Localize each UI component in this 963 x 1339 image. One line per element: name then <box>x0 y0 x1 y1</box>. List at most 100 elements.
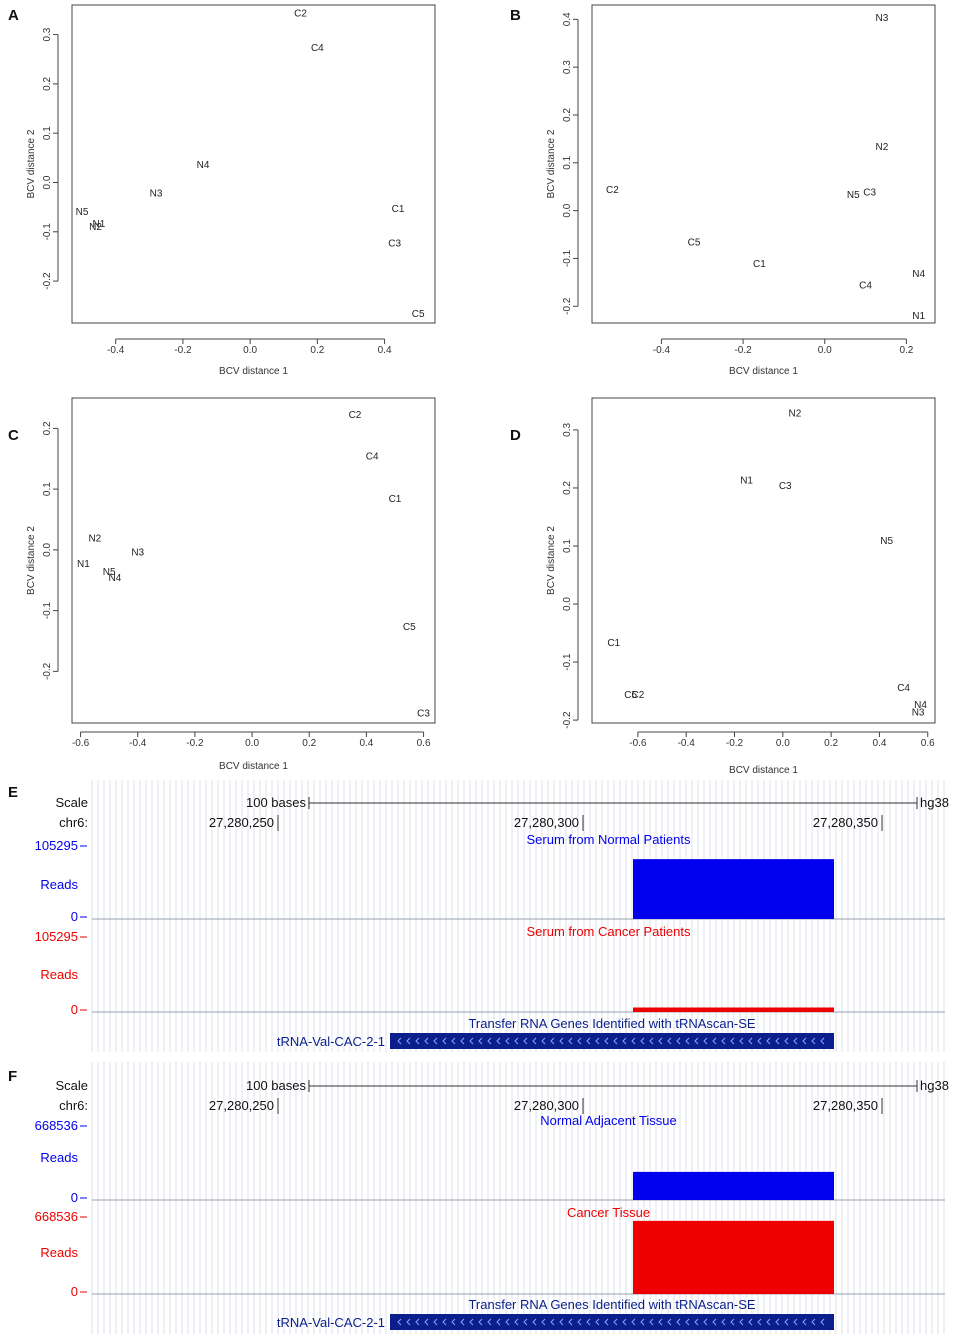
strand-chevron-icon <box>640 1318 645 1326</box>
data-point: N4 <box>197 160 210 171</box>
track-title: Normal Adjacent Tissue <box>540 1113 677 1128</box>
strand-chevron-icon <box>424 1318 429 1326</box>
strand-chevron-icon <box>415 1037 420 1045</box>
strand-chevron-icon <box>541 1037 546 1045</box>
track-ymax-label: 668536 <box>35 1118 78 1133</box>
data-point: N1 <box>740 475 753 486</box>
coordinate-label: 27,280,300 <box>514 1098 579 1113</box>
coordinate-label: 27,280,350 <box>813 815 878 830</box>
x-tick-label: 0.6 <box>921 738 935 749</box>
y-tick-label: 0.0 <box>42 542 53 556</box>
x-axis-label: BCV distance 1 <box>729 366 798 377</box>
x-tick-label: 0.2 <box>302 738 316 749</box>
track-ymin-label: 0 <box>71 1002 78 1017</box>
chrom-label: chr6: <box>59 1098 88 1113</box>
data-point: N2 <box>89 222 102 233</box>
strand-chevron-icon <box>469 1037 474 1045</box>
strand-chevron-icon <box>397 1037 402 1045</box>
strand-chevron-icon <box>451 1318 456 1326</box>
gene-name: tRNA-Val-CAC-2-1 <box>277 1315 385 1330</box>
plot-frame <box>591 397 936 724</box>
strand-chevron-icon <box>478 1037 483 1045</box>
strand-chevron-icon <box>811 1037 816 1045</box>
track-ymax-label: 105295 <box>35 838 78 853</box>
track-ymax-label: 668536 <box>35 1209 78 1224</box>
strand-chevron-icon <box>406 1037 411 1045</box>
strand-chevron-icon <box>748 1318 753 1326</box>
y-tick-label: -0.1 <box>562 249 573 267</box>
strand-chevron-icon <box>487 1318 492 1326</box>
data-point: C3 <box>417 709 430 720</box>
x-tick-label: -0.6 <box>72 738 90 749</box>
y-tick-label: 0.1 <box>562 539 573 553</box>
strand-chevron-icon <box>613 1037 618 1045</box>
coverage-bar <box>633 1220 834 1294</box>
data-point: C3 <box>779 481 792 492</box>
strand-chevron-icon <box>703 1318 708 1326</box>
scale-text: 100 bases <box>246 1078 306 1093</box>
strand-chevron-icon <box>622 1318 627 1326</box>
x-tick-label: 0.2 <box>824 738 838 749</box>
gene-track-title: Transfer RNA Genes Identified with tRNAs… <box>468 1016 755 1031</box>
x-axis-label: BCV distance 1 <box>219 366 288 377</box>
data-point: C5 <box>403 622 416 633</box>
strand-chevron-icon <box>694 1037 699 1045</box>
strand-chevron-icon <box>514 1318 519 1326</box>
data-point: C4 <box>366 452 379 463</box>
scale-label: Scale <box>55 1078 88 1093</box>
x-tick-label: -0.4 <box>653 345 671 356</box>
y-tick-label: -0.2 <box>562 297 573 315</box>
strand-chevron-icon <box>649 1037 654 1045</box>
x-tick-label: 0.0 <box>818 345 832 356</box>
x-tick-label: -0.2 <box>726 738 744 749</box>
strand-chevron-icon <box>415 1318 420 1326</box>
data-point: N5 <box>103 567 116 578</box>
data-point: N3 <box>912 707 925 718</box>
data-point: N4 <box>912 269 925 280</box>
y-tick-label: -0.2 <box>42 662 53 680</box>
x-tick-label: -0.2 <box>186 738 204 749</box>
strand-chevron-icon <box>649 1318 654 1326</box>
x-tick-label: -0.2 <box>174 345 192 356</box>
gene-track-title: Transfer RNA Genes Identified with tRNAs… <box>468 1297 755 1312</box>
x-tick-label: 0.4 <box>359 738 373 749</box>
y-tick-label: 0.2 <box>42 76 53 90</box>
scatter-panel-d: D -0.6 -0.4 -0.2 0.0 0.2 0.4 0.6 BCV distance 1 -… <box>510 397 936 776</box>
data-point: N3 <box>131 548 144 559</box>
track-reads-label: Reads <box>40 1245 78 1260</box>
y-tick-label: 0.0 <box>562 597 573 611</box>
plot-frame <box>71 4 436 324</box>
strand-chevron-icon <box>442 1037 447 1045</box>
coverage-bar <box>633 859 834 919</box>
x-axis-label: BCV distance 1 <box>219 761 288 772</box>
genome-assembly: hg38 <box>920 1078 949 1093</box>
data-point: N2 <box>789 409 802 420</box>
data-point: C4 <box>311 43 324 54</box>
strand-chevron-icon <box>685 1037 690 1045</box>
x-tick-label: 0.0 <box>245 738 259 749</box>
panel-label: A <box>8 7 19 24</box>
data-point: C2 <box>631 690 644 701</box>
data-point: N4 <box>108 573 121 584</box>
strand-chevron-icon <box>442 1318 447 1326</box>
strand-chevron-icon <box>460 1037 465 1045</box>
data-point: N2 <box>88 534 101 545</box>
y-tick-label: -0.2 <box>562 711 573 729</box>
data-point: C2 <box>606 185 619 196</box>
x-tick-label: 0.0 <box>776 738 790 749</box>
data-point: N1 <box>92 219 105 230</box>
x-tick-label: 0.0 <box>243 345 257 356</box>
y-tick-label: 0.2 <box>562 108 573 122</box>
strand-chevron-icon <box>820 1037 825 1045</box>
track-ymin-label: 0 <box>71 909 78 924</box>
y-tick-label: 0.4 <box>562 12 573 26</box>
strand-chevron-icon <box>523 1318 528 1326</box>
strand-chevron-icon <box>433 1318 438 1326</box>
strand-chevron-icon <box>685 1318 690 1326</box>
strand-chevron-icon <box>397 1318 402 1326</box>
strand-chevron-icon <box>577 1037 582 1045</box>
y-tick-label: -0.2 <box>42 272 53 290</box>
strand-chevron-icon <box>568 1037 573 1045</box>
data-point: C1 <box>389 494 402 505</box>
